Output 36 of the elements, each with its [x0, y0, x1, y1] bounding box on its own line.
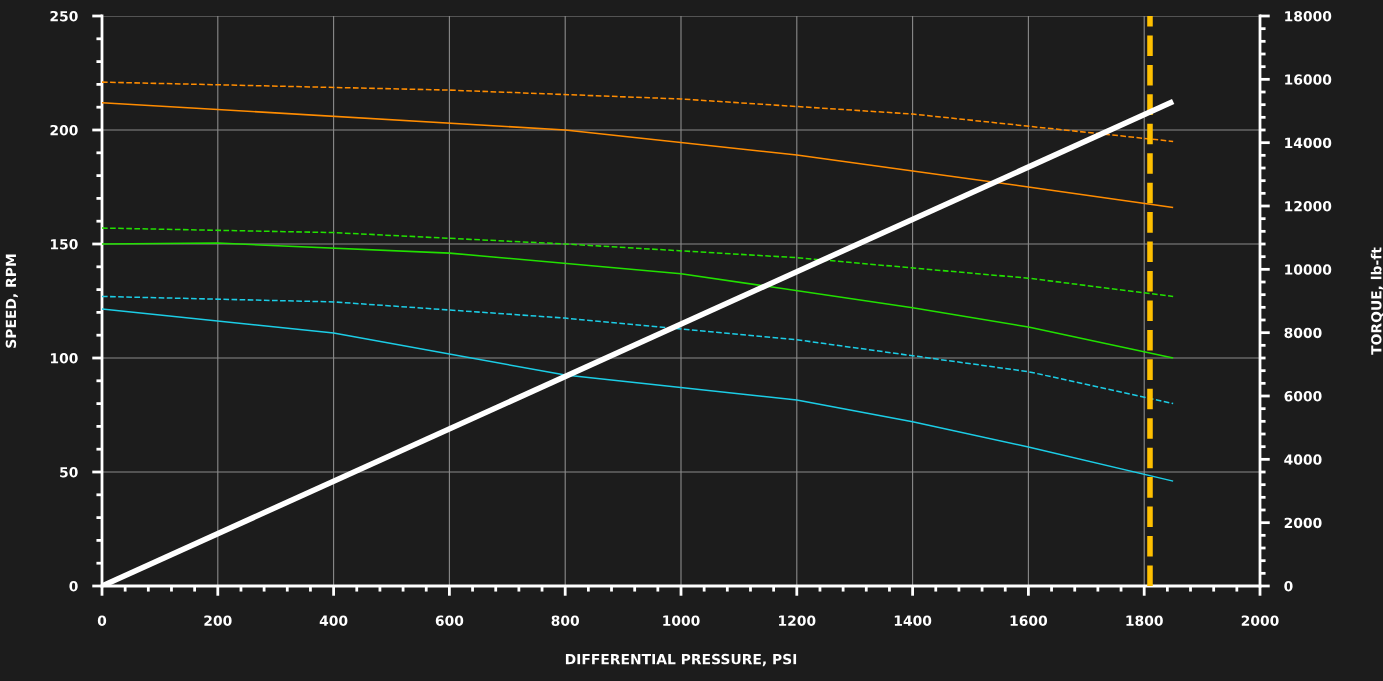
y2-axis-title: TORQUE, lb-ft — [1370, 247, 1383, 355]
y2-tick-label: 10000 — [1285, 264, 1332, 275]
x-tick-label: 0 — [97, 615, 107, 626]
y-tick-label: 200 — [50, 124, 78, 136]
y2-tick-label: 2000 — [1284, 517, 1322, 529]
y-tick-label: 100 — [50, 352, 78, 364]
y2-tick-label: 14000 — [1285, 137, 1332, 149]
y2-tick-label: 8000 — [1284, 327, 1322, 339]
y2-tick-label: 12000 — [1285, 200, 1332, 212]
x-tick-label: 1600 — [1010, 615, 1048, 626]
y2-tick-label: 0 — [1284, 580, 1293, 592]
line-series — [102, 227, 1174, 298]
line-series — [102, 81, 1174, 143]
y-axis-title: SPEED, RPM — [5, 254, 18, 348]
x-tick-label: 800 — [551, 615, 580, 626]
y2-tick-label: 18000 — [1285, 10, 1332, 22]
x-tick-label: 200 — [204, 615, 232, 626]
line-series — [102, 295, 1174, 405]
y2-tick-label: 16000 — [1285, 74, 1332, 85]
x-tick-label: 400 — [319, 615, 348, 626]
x-tick-label: 1800 — [1126, 615, 1163, 626]
x-tick-label: 600 — [435, 615, 464, 626]
y-tick-label: 250 — [50, 10, 78, 22]
y-tick-label: 0 — [69, 580, 78, 592]
x-tick-label: 1200 — [779, 615, 816, 626]
line-series — [102, 242, 1174, 359]
line-series — [102, 101, 1174, 209]
y2-tick-label: 4000 — [1284, 454, 1322, 465]
y2-tick-label: 6000 — [1284, 390, 1322, 402]
y-tick-label: 50 — [60, 466, 78, 478]
x-tick-label: 1400 — [894, 615, 932, 626]
x-tick-label: 2000 — [1241, 615, 1279, 626]
x-axis-title: DIFFERENTIAL PRESSURE, PSI — [565, 653, 797, 667]
x-tick-label: 1000 — [663, 615, 700, 626]
y-tick-label: 150 — [50, 238, 78, 250]
line-series — [102, 308, 1174, 482]
